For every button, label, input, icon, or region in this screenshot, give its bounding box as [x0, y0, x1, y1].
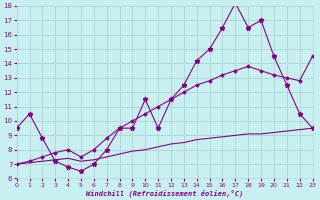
X-axis label: Windchill (Refroidissement éolien,°C): Windchill (Refroidissement éolien,°C) — [86, 189, 243, 197]
